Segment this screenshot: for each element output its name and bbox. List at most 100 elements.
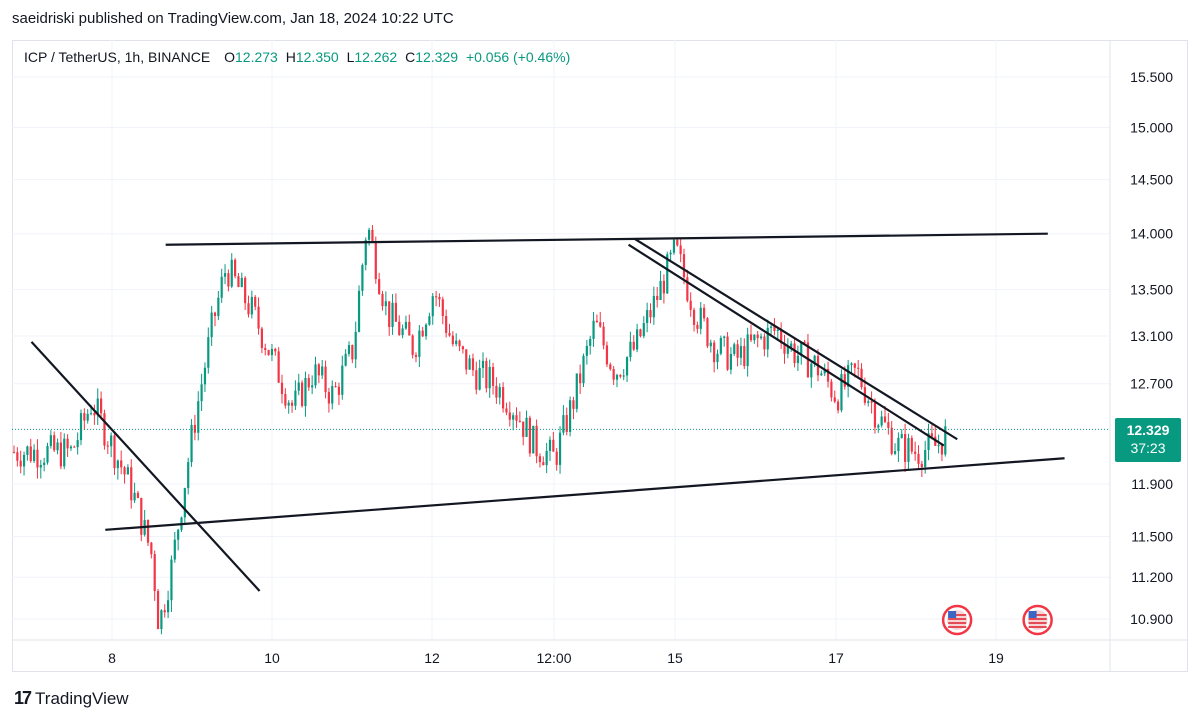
us-flag-icon[interactable] [1022, 604, 1053, 636]
candle [361, 263, 364, 296]
candle [609, 362, 612, 371]
candle [518, 411, 521, 423]
candle [130, 459, 133, 509]
candle [371, 225, 374, 243]
candle [937, 434, 940, 454]
candle [304, 371, 307, 417]
trendline-resistance[interactable] [165, 232, 1048, 246]
candle [776, 327, 779, 340]
candle [100, 391, 103, 420]
candle [140, 497, 143, 542]
candle [880, 410, 883, 428]
candle [495, 377, 498, 404]
candle [421, 326, 424, 338]
candle [893, 443, 897, 456]
candle [672, 238, 676, 255]
price-tick-label: 12.700 [1130, 376, 1173, 392]
candle [589, 335, 592, 355]
us-flag-icon[interactable] [941, 604, 973, 636]
candle [193, 414, 196, 441]
candle [944, 419, 947, 457]
candle [347, 341, 351, 357]
candle [649, 303, 652, 324]
candle [753, 334, 756, 344]
candle [706, 317, 709, 349]
candle [123, 465, 126, 484]
price-tick-label: 15.500 [1130, 69, 1173, 85]
candle [170, 555, 173, 612]
trendline-support[interactable] [105, 457, 1065, 531]
candle [290, 400, 294, 413]
candle [522, 421, 525, 446]
candle [512, 412, 515, 431]
chart-frame[interactable] [12, 40, 1188, 672]
candle [83, 408, 86, 431]
candle [766, 319, 769, 358]
time-tick-label: 12 [424, 650, 440, 666]
candle [200, 373, 203, 411]
candle [163, 604, 166, 618]
candle [431, 293, 434, 325]
candle [167, 590, 170, 619]
candle [659, 270, 662, 301]
candle [471, 353, 475, 377]
footer-brand[interactable]: 17 TradingView [14, 688, 129, 709]
candle [548, 436, 552, 462]
time-tick-label: 10 [264, 650, 280, 666]
trendline-descending-lower[interactable] [627, 243, 945, 447]
candle [341, 355, 344, 400]
candle [552, 431, 555, 452]
candle [508, 401, 511, 427]
candle [455, 333, 458, 347]
candle [525, 410, 528, 437]
candle [264, 343, 267, 356]
candle [210, 305, 213, 346]
candle [314, 356, 317, 389]
candle [244, 276, 247, 311]
candle [448, 323, 451, 337]
price-axis[interactable]: 15.500 15.000 14.500 14.000 13.500 13.100 12.7… [1130, 69, 1173, 627]
close-value: 12.329 [415, 49, 459, 65]
candle [652, 286, 655, 325]
candle [230, 253, 233, 289]
candle [716, 349, 719, 370]
candle [605, 341, 609, 368]
candle [331, 380, 334, 410]
candle [465, 349, 468, 375]
candle [26, 445, 29, 461]
candle [629, 331, 632, 362]
open-label: O [224, 49, 236, 65]
candle [515, 407, 518, 428]
trendline-descending-upper[interactable] [634, 238, 958, 441]
candle [46, 442, 49, 465]
grid-layer [12, 40, 1110, 640]
candle [294, 380, 297, 411]
candle [110, 432, 113, 458]
trendlines-layer[interactable] [30, 232, 1065, 592]
candle [679, 237, 682, 263]
candle [857, 359, 860, 379]
low-label: L [346, 49, 355, 65]
high-value: 12.350 [295, 49, 339, 65]
candle [33, 444, 36, 464]
events-layer[interactable] [941, 604, 1053, 636]
candle [76, 432, 79, 455]
change-value: +0.056 (+0.46%) [465, 49, 571, 65]
candle [56, 438, 59, 455]
candle [173, 532, 176, 563]
trendline-early-downtrend[interactable] [30, 341, 261, 592]
candle [622, 369, 625, 381]
candle [602, 321, 605, 350]
candle [301, 380, 304, 408]
candle [317, 362, 320, 384]
candle [398, 315, 401, 336]
candle [183, 487, 186, 525]
time-axis[interactable]: 8 10 12 12:00 15 17 19 [108, 650, 1004, 666]
candle [19, 450, 22, 474]
candle [739, 337, 743, 366]
symbol-label[interactable]: ICP / TetherUS, 1h, BINANCE [24, 49, 211, 65]
candle [736, 339, 739, 367]
candle [498, 383, 501, 405]
candle [344, 349, 347, 367]
